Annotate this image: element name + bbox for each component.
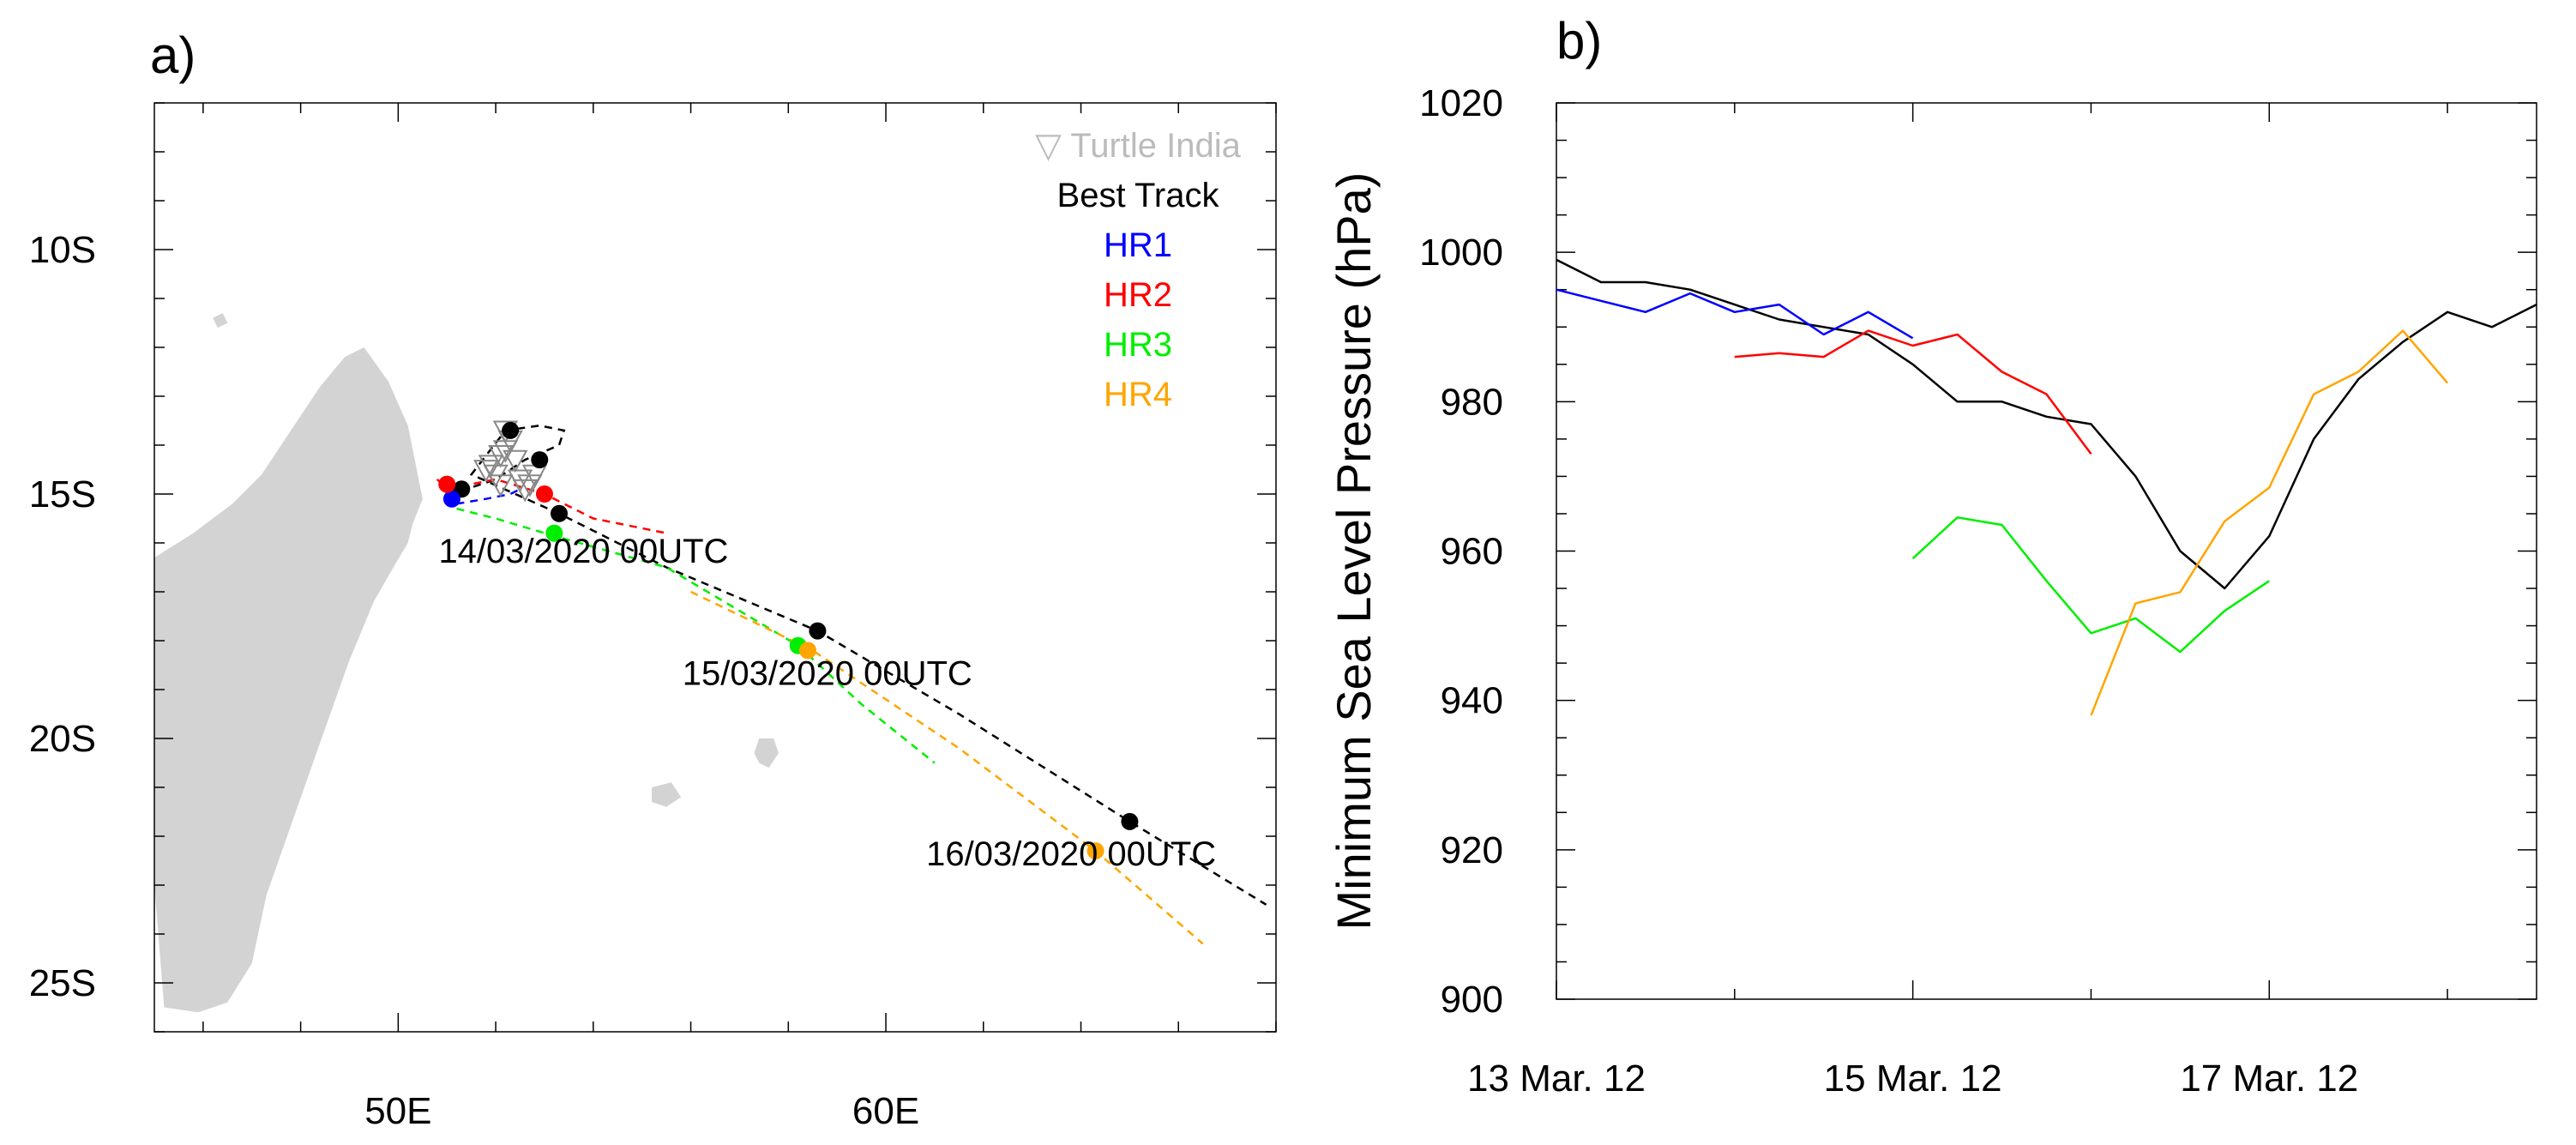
turtle-india-observation-marker	[517, 474, 543, 497]
date-annotation: 14/03/2020 00UTC	[438, 533, 728, 570]
series-line-best-track	[1556, 258, 2537, 590]
land-mauritius	[754, 738, 779, 768]
date-annotation: 15/03/2020 00UTC	[683, 654, 972, 692]
legend-entry-turtle-india: ▽ Turtle India	[1035, 127, 1242, 165]
y-tick-label: 900	[1441, 979, 1503, 1021]
track-hr3	[456, 507, 936, 764]
y-tick-label: 980	[1441, 381, 1503, 423]
track-position-marker	[809, 622, 827, 640]
turtle-india-observation-marker	[473, 460, 499, 483]
legend-entry-hr1: HR1	[1104, 226, 1172, 264]
legend-entry-hr4: HR4	[1104, 376, 1172, 413]
x-tick-label: 15 Mar. 12	[1824, 1058, 2002, 1100]
date-annotation: 16/03/2020 00UTC	[926, 835, 1216, 873]
track-position-marker	[535, 485, 553, 503]
turtle-india-observation-marker	[512, 479, 538, 503]
land-mayotte	[213, 313, 228, 328]
series-line-hr3	[1911, 516, 2270, 654]
y-tick-label: 1020	[1419, 82, 1503, 124]
x-tick-label: 50E	[364, 1090, 431, 1132]
panel-label-b: b)	[1556, 12, 1602, 69]
track-position-marker	[442, 490, 460, 508]
chart-frame	[1556, 102, 2537, 1000]
track-hr2	[436, 478, 667, 534]
track-position-marker	[502, 421, 520, 439]
panel-b-pressure-chart: 900 920 940 960 980 1000 1020 13 Mar. 12 15 Mar.…	[1327, 12, 2537, 1100]
turtle-india-observation-marker	[488, 474, 514, 497]
land-madagascar	[154, 347, 423, 1013]
y-tick-label: 920	[1441, 829, 1503, 871]
land-reunion	[652, 782, 682, 807]
track-position-marker	[545, 524, 563, 542]
track-position-marker	[438, 475, 456, 493]
track-hr1	[446, 488, 521, 505]
series-line-hr1	[1556, 288, 1914, 340]
track-hr4	[690, 590, 1204, 945]
track-position-marker	[551, 504, 569, 522]
legend-entry-hr2: HR2	[1104, 276, 1172, 314]
track-position-marker	[1121, 812, 1139, 830]
y-tick-label: 10S	[29, 229, 96, 271]
y-tick-label: 15S	[29, 473, 96, 515]
y-tick-label: 25S	[29, 962, 96, 1004]
panel-a-map: 50E 60E 10S 15S 20S 25S 14/03/2020 00UTC 15/03/…	[29, 27, 1277, 1132]
map-frame	[153, 102, 1277, 1033]
turtle-india-observation-marker	[503, 449, 528, 473]
track-position-marker	[1086, 842, 1104, 860]
map-legend: ▽ Turtle India Best Track HR1 HR2 HR3 HR4	[1035, 127, 1242, 413]
legend-entry-best-track: Best Track	[1057, 177, 1220, 214]
y-tick-label: 20S	[29, 718, 96, 760]
series-line-hr2	[1734, 329, 2092, 455]
series-line-hr4	[2090, 329, 2449, 716]
legend-entry-hr3: HR3	[1104, 326, 1172, 364]
y-axis-title: Minimum Sea Level Pressure (hPa)	[1327, 172, 1381, 931]
track-position-marker	[531, 451, 549, 469]
y-tick-label: 940	[1441, 680, 1503, 722]
x-tick-label: 13 Mar. 12	[1467, 1058, 1646, 1100]
y-tick-label: 1000	[1419, 232, 1503, 274]
x-tick-label: 60E	[852, 1090, 919, 1132]
x-tick-label: 17 Mar. 12	[2180, 1058, 2358, 1100]
panel-label-a: a)	[150, 27, 196, 84]
track-position-marker	[799, 642, 817, 660]
y-tick-label: 960	[1441, 531, 1503, 573]
